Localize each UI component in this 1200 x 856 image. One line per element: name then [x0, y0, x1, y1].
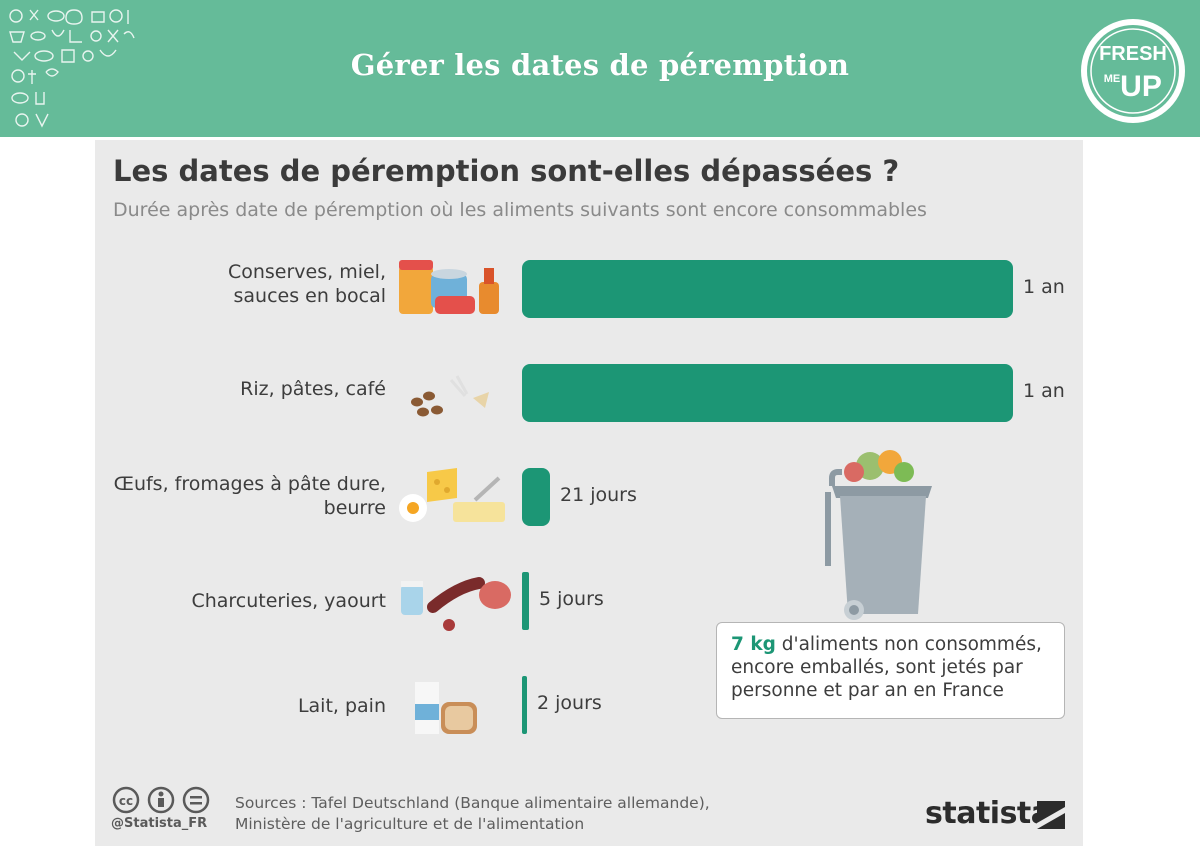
callout-box: 7 kg d'aliments non consommés, encore em…	[716, 622, 1065, 719]
bar	[522, 364, 1013, 422]
bar-value-label: 2 jours	[537, 692, 602, 714]
bar	[522, 572, 529, 630]
bar	[522, 676, 527, 734]
category-label: Œufs, fromages à pâte dure, beurre	[113, 473, 386, 519]
category-label: Lait, pain	[297, 695, 386, 717]
infographic-card: Les dates de péremption sont-elles dépas…	[95, 140, 1083, 846]
rice-pasta-coffee-icon	[411, 375, 489, 417]
logo-line-2: ME	[1104, 73, 1121, 85]
bar-value-label: 21 jours	[560, 484, 637, 506]
logo-line-3: UP	[1120, 70, 1162, 103]
statista-logo-icon	[1037, 801, 1065, 829]
food-doodles-icon	[9, 9, 135, 128]
trash-bin-icon	[825, 450, 932, 620]
charcuterie-yogurt-icon	[401, 577, 511, 631]
callout-highlight: 7 kg	[731, 634, 776, 655]
bar-value-label: 1 an	[1023, 380, 1065, 402]
bar-value-label: 5 jours	[539, 588, 604, 610]
canned-food-icon	[399, 260, 499, 314]
milk-bread-icon	[415, 682, 477, 734]
logo-line-1: FRESH	[1099, 43, 1167, 65]
svg-text:cc: cc	[119, 794, 133, 808]
statista-logo-text: statista	[925, 796, 1051, 831]
header-title: Gérer les dates de péremption	[350, 48, 850, 82]
category-label: Charcuteries, yaourt	[191, 590, 386, 612]
statista-handle: @Statista_FR	[111, 816, 208, 831]
bar	[522, 468, 550, 526]
chart-title: Les dates de péremption sont-elles dépas…	[113, 154, 900, 188]
category-label: Riz, pâtes, café	[240, 378, 386, 400]
chart-subtitle: Durée après date de péremption où les al…	[113, 199, 927, 221]
creative-commons-icon: cc	[112, 786, 210, 814]
sources-text: Sources : Tafel Deutschland (Banque alim…	[235, 794, 710, 833]
bar	[522, 260, 1013, 318]
bar-value-label: 1 an	[1023, 276, 1065, 298]
callout-text: d'aliments non consommés, encore emballé…	[731, 634, 1042, 701]
category-label: Conserves, miel, sauces en bocal	[227, 261, 386, 307]
fresh-me-up-logo: FRESH ME UP	[1081, 19, 1185, 123]
eggs-cheese-butter-icon	[399, 468, 505, 522]
header-banner: Gérer les dates de péremption FRESH ME U…	[0, 0, 1200, 137]
